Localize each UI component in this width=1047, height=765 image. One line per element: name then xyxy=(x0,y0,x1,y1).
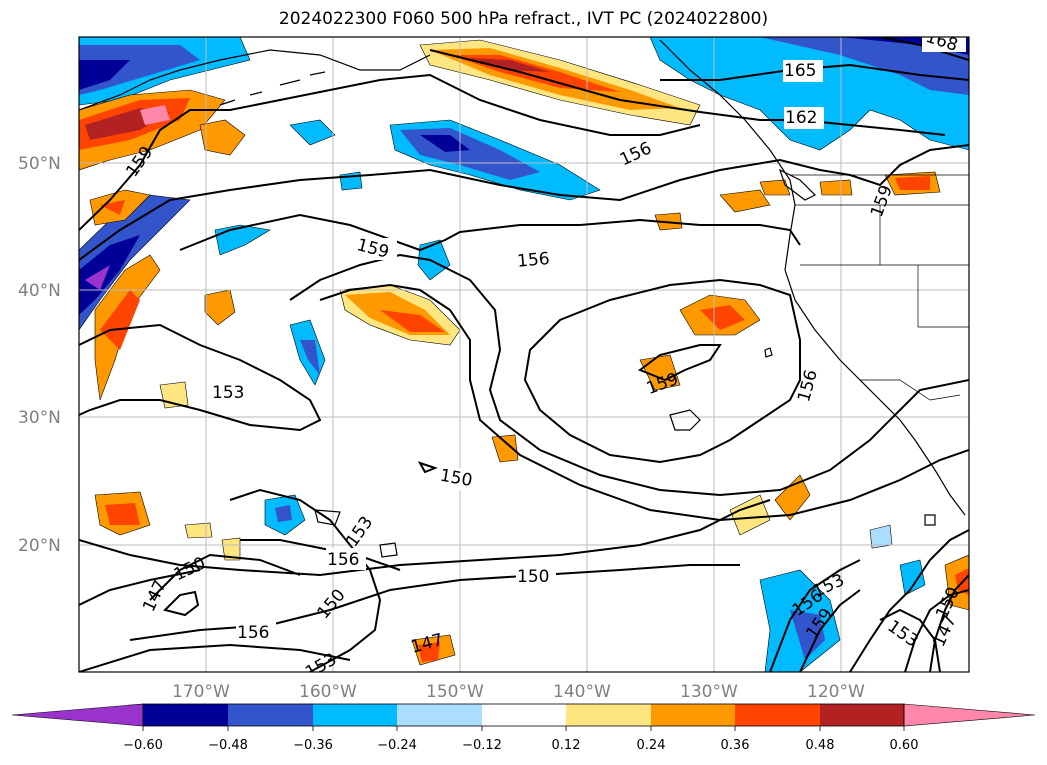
colorbar-segment-8 xyxy=(735,704,820,726)
colorbar-tick-label: −0.24 xyxy=(377,738,417,753)
colorbar-tick-label: −0.36 xyxy=(293,738,333,753)
contour-label-156-mid: 156 xyxy=(516,249,550,272)
lat-label-50n: 50°N xyxy=(18,154,61,174)
contour-label-150-s: 150 xyxy=(517,567,549,587)
lat-label-30n: 30°N xyxy=(18,408,61,428)
colorbar: −0.60 −0.48 −0.36 −0.24 −0.12 0.12 0.24 … xyxy=(11,703,1036,753)
map-title: 2024022300 F060 500 hPa refract., IVT PC… xyxy=(278,9,769,29)
map-plot-area: 168 165 162 159 156 159 159 156 159 156 … xyxy=(79,37,969,672)
contour-156-sw xyxy=(129,564,740,641)
hawaii-islands xyxy=(669,409,701,431)
lon-label-140w: 140°W xyxy=(553,682,611,702)
colorbar-tick-label: 0.24 xyxy=(637,738,666,753)
contour-label-162: 162 xyxy=(785,108,817,128)
contour-159-north xyxy=(79,73,701,231)
latitude-labels: 50°N 40°N 30°N 20°N xyxy=(18,154,61,556)
contour-159-se xyxy=(799,589,861,672)
lon-label-120w: 120°W xyxy=(807,682,865,702)
lon-label-130w: 130°W xyxy=(680,682,738,702)
small-island-4 xyxy=(764,347,773,358)
lat-label-20n: 20°N xyxy=(18,536,61,556)
colorbar-extend-high xyxy=(903,703,1036,727)
contours xyxy=(79,37,969,672)
contour-150-se xyxy=(904,589,969,672)
colorbar-segment-5 xyxy=(482,704,566,726)
longitude-labels: 170°W 160°W 150°W 140°W 130°W 120°W xyxy=(172,682,865,702)
contour-153-sw xyxy=(79,643,351,672)
lat-label-40n: 40°N xyxy=(18,281,61,301)
colorbar-segment-7 xyxy=(651,704,735,726)
colorbar-segment-1 xyxy=(143,704,228,726)
coastlines xyxy=(79,39,969,558)
contour-loop-sw xyxy=(163,590,200,617)
contour-153-se2 xyxy=(879,608,941,672)
lon-label-150w: 150°W xyxy=(426,682,484,702)
contour-159-loop xyxy=(637,344,722,382)
border-us-states xyxy=(795,204,969,401)
colorbar-tick-label: −0.48 xyxy=(208,738,248,753)
contour-150-south xyxy=(79,499,771,577)
contour-label-156-south: 156 xyxy=(237,623,269,643)
colorbar-segment-3 xyxy=(313,704,397,726)
colorbar-tick-label: −0.60 xyxy=(123,738,163,753)
contour-153-west xyxy=(79,323,322,432)
contour-153-se xyxy=(849,529,969,672)
colorbar-tick-label: 0.60 xyxy=(890,738,919,753)
contour-label-153-west: 153 xyxy=(212,383,244,403)
contour-147-se xyxy=(929,574,969,672)
contour-156-north xyxy=(79,144,969,261)
map-frame xyxy=(78,36,970,673)
contour-loop-small xyxy=(417,461,438,474)
coastline-north-america xyxy=(659,39,966,516)
label-bg xyxy=(922,37,966,52)
colorbar-segment-6 xyxy=(566,704,651,726)
colorbar-tick-label: 0.48 xyxy=(806,738,835,753)
contour-label-165: 165 xyxy=(784,61,816,81)
lon-label-170w: 170°W xyxy=(172,682,230,702)
contour-162 xyxy=(429,49,946,136)
contour-159-mid xyxy=(179,213,801,252)
colorbar-tick-label: 0.36 xyxy=(721,738,750,753)
colorbar-segment-9 xyxy=(820,704,904,726)
lon-label-160w: 160°W xyxy=(299,682,357,702)
colorbar-segment-4 xyxy=(397,704,482,726)
contour-156-se xyxy=(769,559,861,672)
contour-156-mid-south xyxy=(240,539,401,571)
colorbar-tick-label: 0.12 xyxy=(552,738,581,753)
coastline-islands-alaska xyxy=(219,71,326,106)
colorbar-tick-label: −0.12 xyxy=(462,738,502,753)
contour-label-156-sw: 156 xyxy=(327,550,359,570)
colorbar-extend-low xyxy=(11,703,144,727)
coastline-vancouver-island xyxy=(778,168,817,201)
contour-156-loop xyxy=(523,278,801,464)
contour-153-central xyxy=(289,253,969,497)
small-island-2 xyxy=(379,542,398,558)
small-island-3 xyxy=(924,514,936,526)
coastline-alaska xyxy=(79,49,431,111)
colorbar-segment-2 xyxy=(228,704,313,726)
contour-168 xyxy=(879,37,969,61)
contour-150-sw xyxy=(149,553,301,601)
contour-150 xyxy=(319,283,969,522)
